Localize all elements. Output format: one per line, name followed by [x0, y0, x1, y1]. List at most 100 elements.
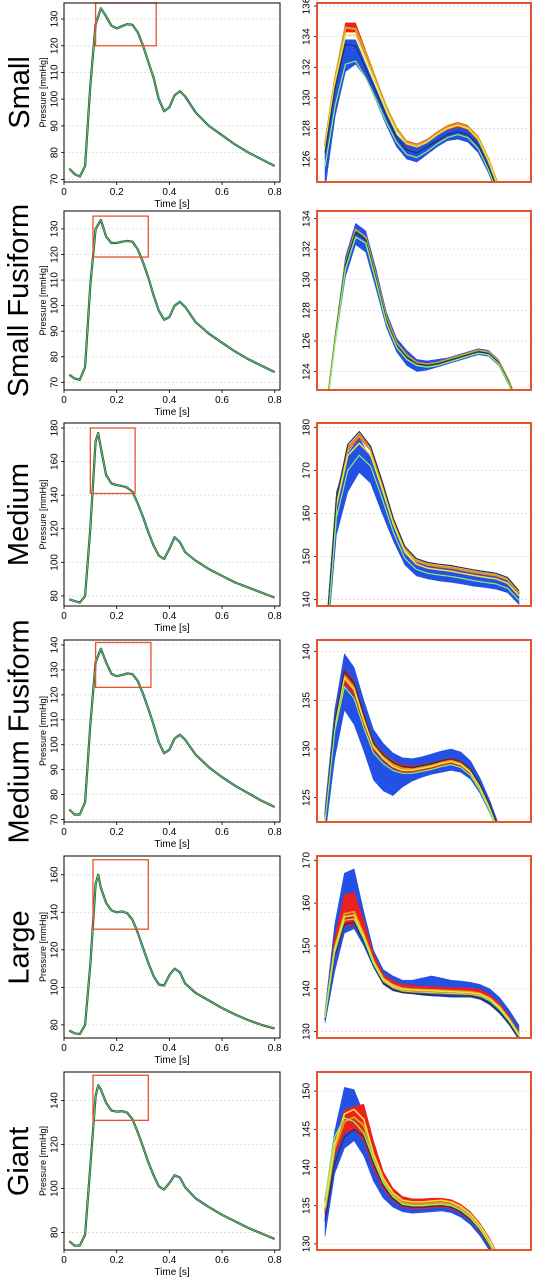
y-tick-label: 120 [50, 520, 61, 537]
x-tick-label: 0.8 [268, 827, 282, 838]
zoom-y-tick-label: 170 [302, 852, 313, 869]
y-tick-label: 100 [50, 554, 61, 571]
zoom-frame [316, 210, 532, 391]
zoom-y-tick-label: 150 [302, 937, 313, 954]
blue-variation-band [324, 652, 499, 822]
zoom-plot-area [327, 222, 514, 390]
zoom-series-line [324, 677, 496, 822]
overview-frame [63, 1071, 281, 1251]
zoom-y-tick-label: 130 [302, 89, 313, 106]
y-tick-label: 90 [50, 120, 61, 132]
x-tick-label: 0 [61, 611, 67, 622]
zoom-series-line [324, 43, 496, 182]
x-tick-label: 0.4 [162, 395, 176, 406]
zoom-y-tick-label: 140 [302, 980, 313, 997]
zoom-plot-area [324, 1086, 497, 1250]
zoom-y-tick-label: 130 [302, 271, 313, 288]
pressure-curve [68, 1084, 275, 1247]
zoom-y-tick-label: 140 [302, 643, 313, 660]
x-axis-label: Time [s] [154, 839, 189, 850]
x-axis-label: Time [s] [154, 1055, 189, 1066]
y-tick-label: 70 [50, 376, 61, 388]
pressure-curve-dark [68, 218, 276, 381]
x-tick-label: 0.2 [110, 1255, 124, 1266]
y-tick-label: 120 [50, 1136, 61, 1153]
zoom-series-line [324, 1128, 493, 1250]
pressure-curve-dark [68, 647, 276, 816]
y-tick-label: 120 [50, 941, 61, 958]
pressure-curve [69, 874, 275, 1035]
x-tick-label: 0.4 [162, 187, 176, 198]
zoom-y-tick-label: 128 [302, 120, 313, 137]
x-tick-label: 0.4 [162, 1255, 176, 1266]
zoom-series-line [324, 918, 520, 1037]
y-axis-label: Pressure [mmHg] [38, 1126, 48, 1196]
overview-panel: 70 80 90 100 110 120 130 0 0.2 0.4 0.6 0.8 Time [s] P… [38, 210, 282, 418]
y-tick-label: 120 [50, 246, 61, 263]
zoom-series-line [324, 1116, 495, 1250]
x-tick-label: 0.6 [215, 1255, 229, 1266]
y-tick-label: 140 [50, 904, 61, 921]
x-tick-label: 0.2 [110, 187, 124, 198]
y-tick-label: 120 [50, 686, 61, 703]
y-tick-label: 100 [50, 297, 61, 314]
pressure-curve-dark [68, 7, 276, 178]
pressure-curve [68, 7, 275, 178]
zoom-panel: 130 140 150 160 170 [302, 852, 532, 1040]
y-tick-label: 160 [50, 866, 61, 883]
zoom-y-tick-label: 136 [302, 0, 313, 14]
zoom-series-line [324, 921, 520, 1038]
overview-panel: 80 100 120 140 160 180 0 0.2 0.4 0.6 0.8 Time [s] Pr… [38, 419, 282, 634]
blue-variation-band [327, 437, 520, 606]
overview-panel: 70 80 90 100 110 120 130 0 0.2 0.4 0.6 0.8 Time [s] P… [38, 2, 282, 210]
y-tick-label: 70 [50, 814, 61, 826]
x-tick-label: 0.8 [268, 611, 282, 622]
y-axis-label: Pressure [mmHg] [38, 265, 48, 335]
overview-frame [63, 422, 281, 607]
y-tick-label: 120 [50, 37, 61, 54]
zoom-series-line [324, 1117, 494, 1250]
x-tick-label: 0.8 [268, 395, 282, 406]
zoom-y-tick-label: 126 [302, 150, 313, 167]
y-tick-label: 180 [50, 419, 61, 436]
y-tick-label: 130 [50, 10, 61, 27]
x-tick-label: 0.6 [215, 395, 229, 406]
pressure-curve [69, 432, 275, 604]
x-tick-label: 0.6 [215, 611, 229, 622]
zoom-y-tick-label: 132 [302, 58, 313, 75]
x-tick-label: 0 [61, 395, 67, 406]
zoom-y-tick-label: 140 [302, 591, 313, 608]
x-tick-label: 0.4 [162, 611, 176, 622]
y-axis-label: Pressure [mmHg] [38, 57, 48, 127]
y-tick-label: 130 [50, 661, 61, 678]
x-tick-label: 0 [61, 1255, 67, 1266]
y-tick-label: 80 [50, 590, 61, 602]
x-tick-label: 0.6 [215, 827, 229, 838]
x-tick-label: 0.4 [162, 1043, 176, 1054]
zoom-plot-area [327, 431, 520, 606]
y-tick-label: 80 [50, 789, 61, 801]
y-tick-label: 140 [50, 1092, 61, 1109]
zoom-series-line [324, 686, 495, 822]
overview-frame [63, 639, 281, 823]
x-axis-label: Time [s] [154, 623, 189, 634]
y-tick-label: 80 [50, 147, 61, 159]
pressure-curve [68, 219, 275, 381]
y-tick-label: 100 [50, 979, 61, 996]
zoom-y-tick-label: 150 [302, 1082, 313, 1099]
zoom-series-line [327, 431, 520, 606]
zoom-y-tick-label: 145 [302, 1121, 313, 1138]
y-tick-label: 100 [50, 90, 61, 107]
zoom-region-box [89, 427, 136, 495]
x-axis-label: Time [s] [154, 199, 189, 210]
y-tick-label: 100 [50, 1180, 61, 1197]
zoom-y-tick-label: 134 [302, 28, 313, 45]
pressure-curve-dark [68, 432, 276, 604]
y-tick-label: 140 [50, 636, 61, 653]
zoom-panel: 124 126 128 130 132 134 [302, 210, 532, 391]
zoom-region-box [92, 1074, 149, 1121]
zoom-series-line [324, 60, 494, 182]
zoom-panel: 130 135 140 145 150 [302, 1071, 532, 1252]
x-tick-label: 0.6 [215, 187, 229, 198]
